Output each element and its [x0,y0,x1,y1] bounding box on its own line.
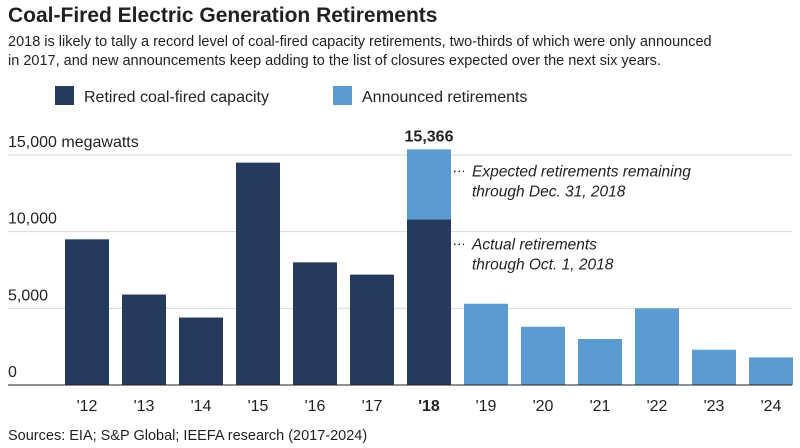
y-axis-ticks: 15,000 megawatts 10,000 5,000 0 [8,134,139,381]
bar-retired-coal-fired-capacity-13 [122,294,166,385]
legend-swatch-retired [55,86,74,105]
bar-retired-coal-fired-capacity-18 [407,219,451,385]
x-tick-label-21: '21 [590,398,611,415]
x-tick-label-18: '18 [418,398,440,415]
bar-announced-retirements-21 [578,339,622,385]
chart-source: Sources: EIA; S&P Global; IEEFA research… [8,428,367,444]
bar-announced-retirements-19 [464,303,508,385]
x-tick-label-12: '12 [77,398,98,415]
x-tick-label-17: '17 [362,398,383,415]
x-tick-label-22: '22 [647,398,668,415]
bar-announced-retirements-20 [521,326,565,385]
legend-label-retired: Retired coal-fired capacity [84,89,269,106]
y-tick-label-0: 0 [8,364,17,381]
annotation-1-line-1: Expected retirements remaining [472,163,691,180]
x-tick-label-24: '24 [761,398,782,415]
legend: Retired coal-fired capacity Announced re… [55,86,527,106]
x-tick-label-16: '16 [305,398,326,415]
annotation-2-line-2: through Oct. 1, 2018 [472,256,614,273]
x-tick-label-19: '19 [476,398,497,415]
bar-retired-coal-fired-capacity-15 [236,162,280,385]
x-tick-label-13: '13 [134,398,155,415]
annotation-2-line-1: Actual retirements [471,236,597,253]
x-tick-label-14: '14 [191,398,212,415]
y-tick-label-15000: 15,000 megawatts [8,134,139,151]
x-tick-label-15: '15 [248,398,269,415]
bar-announced-retirements-23 [692,349,736,385]
x-axis-labels: '12 '13 '14 '15 '16 '17 '18 '19 '20 '21 '22 '23 '24 [77,398,782,415]
y-tick-label-5000: 5,000 [8,287,48,304]
bar-announced-retirements-22 [635,308,679,385]
annotation-1-line-2: through Dec. 31, 2018 [472,183,626,200]
x-tick-label-20: '20 [533,398,554,415]
data-label-total-18: 15,366 [405,128,454,145]
data-labels: 15,366 [405,128,454,145]
bar-retired-coal-fired-capacity-14 [179,317,223,385]
bar-announced-retirements-24 [749,357,793,385]
chart-subtitle-line-2: in 2017, and new announcements keep addi… [8,53,661,69]
chart-subtitle-line-1: 2018 is likely to tally a record level o… [8,34,712,50]
bar-announced-retirements-18 [407,149,451,220]
chart-title: Coal-Fired Electric Generation Retiremen… [8,4,437,27]
annotations: Expected retirements remaining through De… [454,163,691,273]
bar-retired-coal-fired-capacity-12 [65,239,109,385]
legend-swatch-announced [333,86,352,105]
x-tick-label-23: '23 [704,398,725,415]
bar-retired-coal-fired-capacity-16 [293,262,337,385]
bar-retired-coal-fired-capacity-17 [350,274,394,385]
bars [65,149,793,385]
y-tick-label-10000: 10,000 [8,211,57,228]
legend-label-announced: Announced retirements [362,89,527,106]
